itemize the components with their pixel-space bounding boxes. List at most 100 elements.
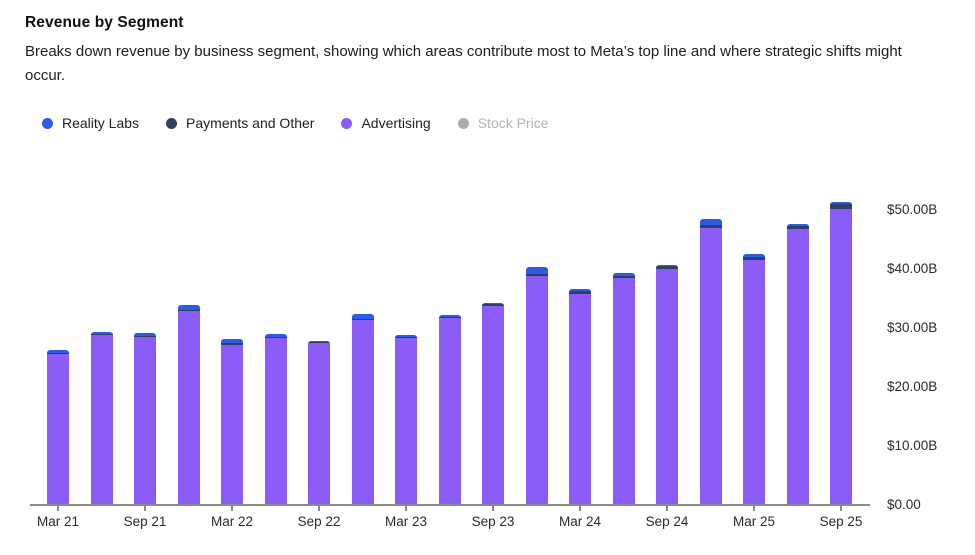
bar-sep-21[interactable] bbox=[134, 332, 156, 504]
segment-payments-and-other bbox=[134, 336, 156, 338]
segment-payments-and-other bbox=[525, 273, 548, 276]
x-axis-line bbox=[30, 504, 870, 506]
bar-mar-25[interactable] bbox=[743, 254, 765, 504]
bar-jun-23[interactable] bbox=[438, 315, 461, 504]
bar-mar-21[interactable] bbox=[47, 349, 69, 504]
legend-swatch-advertising bbox=[341, 117, 353, 129]
segment-advertising bbox=[90, 335, 113, 504]
segment-payments-and-other bbox=[743, 256, 765, 260]
legend-item-stock-price[interactable]: Stock Price bbox=[457, 115, 549, 131]
x-axis-label-sep-25: Sep 25 bbox=[819, 514, 863, 529]
segment-advertising bbox=[612, 277, 635, 504]
bar-dec-22[interactable] bbox=[351, 314, 374, 504]
segment-reality-labs bbox=[395, 334, 417, 337]
x-tick-mar-22 bbox=[231, 506, 233, 511]
legend-label-stock-price: Stock Price bbox=[477, 115, 549, 131]
x-axis-label-sep-21: Sep 21 bbox=[123, 514, 167, 529]
y-axis-label-10-00b: $10.00B bbox=[887, 438, 938, 453]
x-axis-label-mar-21: Mar 21 bbox=[36, 514, 80, 529]
bar-jun-25[interactable] bbox=[786, 223, 809, 504]
y-axis-label-0-00: $0.00 bbox=[887, 497, 921, 512]
segment-advertising bbox=[438, 318, 461, 504]
segment-payments-and-other bbox=[569, 291, 591, 294]
bar-dec-24[interactable] bbox=[699, 218, 722, 504]
legend-item-advertising[interactable]: Advertising bbox=[341, 115, 431, 131]
x-tick-mar-24 bbox=[579, 506, 581, 511]
segment-reality-labs bbox=[351, 314, 374, 319]
bar-mar-22[interactable] bbox=[221, 339, 243, 504]
chart-legend: Reality Labs Payments and Other Advertisin… bbox=[42, 115, 975, 131]
bar-jun-22[interactable] bbox=[264, 333, 287, 504]
y-axis-label-40-00b: $40.00B bbox=[887, 261, 938, 276]
segment-payments-and-other bbox=[308, 342, 330, 344]
x-tick-mar-21 bbox=[57, 506, 59, 511]
segment-advertising bbox=[743, 259, 765, 504]
segment-payments-and-other bbox=[482, 303, 504, 306]
segment-reality-labs bbox=[786, 223, 809, 226]
segment-reality-labs bbox=[308, 340, 330, 343]
segment-payments-and-other bbox=[47, 352, 69, 354]
x-axis-label-mar-24: Mar 24 bbox=[558, 514, 602, 529]
y-axis-label-20-00b: $20.00B bbox=[887, 379, 938, 394]
segment-payments-and-other bbox=[90, 334, 113, 336]
bar-sep-22[interactable] bbox=[308, 340, 330, 504]
x-axis-label-mar-23: Mar 23 bbox=[384, 514, 428, 529]
bar-jun-24[interactable] bbox=[612, 273, 635, 504]
segment-advertising bbox=[482, 305, 504, 504]
bar-jun-21[interactable] bbox=[90, 332, 113, 504]
segment-advertising bbox=[786, 229, 809, 504]
segment-reality-labs bbox=[177, 305, 200, 311]
segment-payments-and-other bbox=[395, 336, 417, 339]
bar-sep-25[interactable] bbox=[830, 201, 852, 504]
segment-reality-labs bbox=[699, 218, 722, 225]
segment-payments-and-other bbox=[699, 224, 722, 228]
segment-advertising bbox=[221, 344, 243, 504]
legend-item-reality-labs[interactable]: Reality Labs bbox=[42, 115, 139, 131]
x-tick-sep-24 bbox=[666, 506, 668, 511]
segment-payments-and-other bbox=[264, 336, 287, 338]
segment-reality-labs bbox=[221, 339, 243, 344]
segment-reality-labs bbox=[482, 302, 504, 304]
segment-reality-labs bbox=[47, 349, 69, 353]
segment-payments-and-other bbox=[656, 266, 678, 269]
segment-advertising bbox=[656, 268, 678, 504]
segment-reality-labs bbox=[569, 288, 591, 292]
segment-advertising bbox=[308, 343, 330, 504]
bar-sep-24[interactable] bbox=[656, 264, 678, 504]
y-axis-label-50-00b: $50.00B bbox=[887, 202, 938, 217]
segment-payments-and-other bbox=[612, 275, 635, 278]
segment-payments-and-other bbox=[177, 310, 200, 312]
x-axis-label-mar-25: Mar 25 bbox=[732, 514, 776, 529]
x-tick-mar-25 bbox=[753, 506, 755, 511]
bar-mar-24[interactable] bbox=[569, 288, 591, 504]
bar-mar-23[interactable] bbox=[395, 334, 417, 504]
legend-label-reality-labs: Reality Labs bbox=[62, 115, 140, 131]
x-tick-sep-22 bbox=[318, 506, 320, 511]
legend-swatch-payments-and-other bbox=[166, 117, 178, 129]
segment-advertising bbox=[699, 227, 722, 504]
segment-advertising bbox=[569, 293, 591, 504]
segment-reality-labs bbox=[134, 332, 156, 337]
segment-reality-labs bbox=[264, 333, 287, 337]
x-axis-label-sep-23: Sep 23 bbox=[471, 514, 515, 529]
x-tick-mar-23 bbox=[405, 506, 407, 511]
segment-reality-labs bbox=[830, 201, 852, 205]
x-axis-label-sep-24: Sep 24 bbox=[645, 514, 689, 529]
bar-sep-23[interactable] bbox=[482, 302, 504, 504]
y-axis-label-30-00b: $30.00B bbox=[887, 320, 938, 335]
bar-dec-21[interactable] bbox=[177, 305, 200, 504]
chart-description: Breaks down revenue by business segment,… bbox=[25, 43, 902, 84]
x-axis-label-mar-22: Mar 22 bbox=[210, 514, 254, 529]
segment-advertising bbox=[134, 337, 156, 504]
bar-dec-23[interactable] bbox=[525, 267, 548, 504]
segment-advertising bbox=[351, 319, 374, 504]
legend-item-payments-and-other[interactable]: Payments and Other bbox=[166, 115, 314, 131]
segment-advertising bbox=[830, 208, 852, 504]
chart-area: Mar 21 Sep 21 Mar 22 Sep 22 Mar 23 Sep 23 Mar … bbox=[0, 195, 975, 550]
x-tick-sep-23 bbox=[492, 506, 494, 511]
x-axis-label-sep-22: Sep 22 bbox=[297, 514, 341, 529]
segment-payments-and-other bbox=[351, 318, 374, 320]
segment-payments-and-other bbox=[786, 225, 809, 230]
segment-reality-labs bbox=[743, 254, 765, 257]
